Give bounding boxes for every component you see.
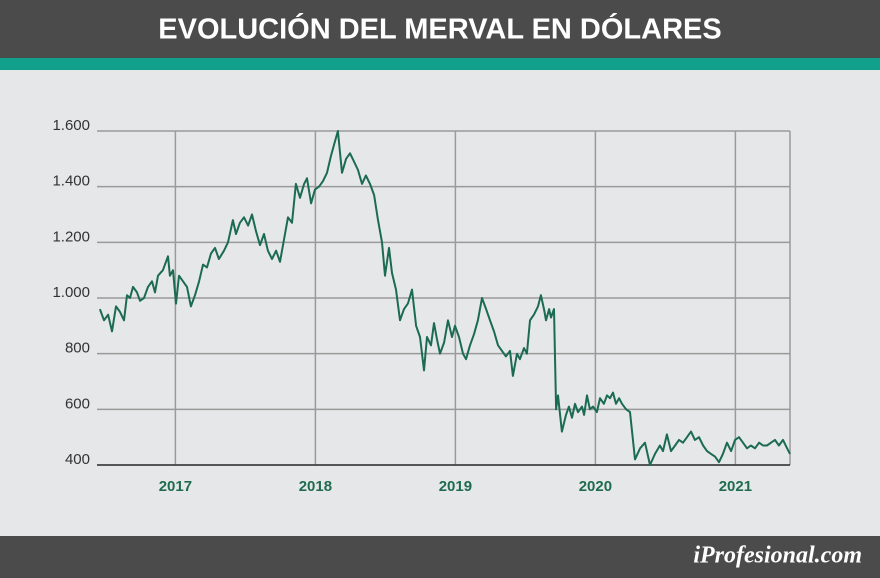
header xyxy=(0,0,880,58)
chart-title: EVOLUCIÓN DEL MERVAL EN DÓLARES xyxy=(158,12,721,46)
y-tick-label: 800 xyxy=(65,340,90,357)
x-tick-label: 2017 xyxy=(159,478,192,495)
y-tick-label: 1.200 xyxy=(52,228,90,245)
header-stripe xyxy=(0,58,880,70)
y-tick-label: 1.000 xyxy=(52,284,90,301)
brand: iProfesional.com xyxy=(693,543,862,569)
x-tick-label: 2019 xyxy=(439,478,472,495)
footer xyxy=(0,536,880,578)
x-tick-label: 2020 xyxy=(579,478,612,495)
y-tick-label: 600 xyxy=(65,395,90,412)
y-tick-label: 1.600 xyxy=(52,117,90,134)
y-tick-label: 1.400 xyxy=(52,173,90,190)
y-tick-label: 400 xyxy=(65,451,90,468)
x-tick-label: 2018 xyxy=(299,478,332,495)
x-tick-label: 2021 xyxy=(719,478,752,495)
data-line xyxy=(98,130,791,466)
